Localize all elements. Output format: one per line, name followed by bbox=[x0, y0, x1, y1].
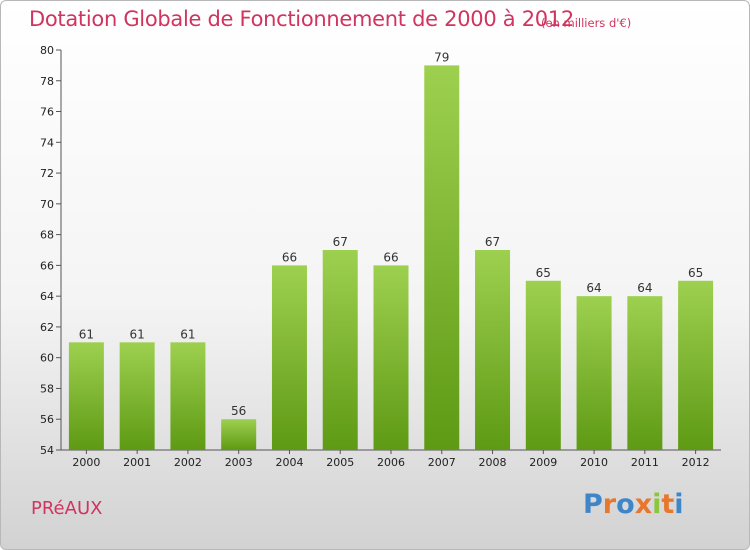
y-tick-label: 62 bbox=[40, 321, 54, 334]
y-tick-label: 74 bbox=[40, 136, 54, 149]
data-label-2012: 65 bbox=[688, 266, 703, 280]
x-tick-label: 2009 bbox=[529, 456, 557, 469]
commune-name: PRéAUX bbox=[31, 498, 103, 519]
bar-2003 bbox=[221, 419, 257, 450]
x-tick-label: 2006 bbox=[377, 456, 405, 469]
logo-letter: r bbox=[602, 489, 617, 520]
bar-2002 bbox=[170, 342, 206, 450]
data-label-2005: 67 bbox=[333, 235, 348, 249]
y-tick-label: 60 bbox=[40, 352, 54, 365]
y-tick-label: 58 bbox=[40, 382, 54, 395]
y-tick-label: 56 bbox=[40, 413, 54, 426]
logo-letter: o bbox=[616, 489, 635, 520]
data-label-2010: 64 bbox=[586, 281, 601, 295]
data-label-2007: 79 bbox=[434, 50, 449, 64]
y-tick-label: 66 bbox=[40, 259, 54, 272]
x-tick-label: 2003 bbox=[225, 456, 253, 469]
data-label-2004: 66 bbox=[282, 250, 297, 264]
y-tick-label: 80 bbox=[40, 44, 54, 57]
value-labels: 61 61 61 56 66 67 66 79 67 65 64 64 65 bbox=[79, 50, 704, 418]
data-label-2006: 66 bbox=[383, 250, 398, 264]
data-label-2009: 65 bbox=[536, 266, 551, 280]
data-label-2000: 61 bbox=[79, 327, 94, 341]
y-tick-label: 64 bbox=[40, 290, 54, 303]
y-tick-label: 70 bbox=[40, 198, 54, 211]
y-axis: 54 56 58 60 62 64 66 68 70 72 74 76 78 80 bbox=[40, 44, 62, 457]
logo-letter: i bbox=[652, 489, 662, 520]
y-tick-label: 54 bbox=[40, 444, 54, 457]
x-tick-label: 2011 bbox=[631, 456, 659, 469]
y-tick-label: 78 bbox=[40, 75, 54, 88]
x-tick-label: 2012 bbox=[682, 456, 710, 469]
bar-2011 bbox=[627, 296, 663, 450]
bar-2000 bbox=[68, 342, 104, 450]
x-tick-label: 2002 bbox=[174, 456, 202, 469]
logo-letter: P bbox=[583, 489, 603, 520]
y-tick-label: 76 bbox=[40, 106, 54, 119]
bar-2008 bbox=[475, 250, 511, 450]
x-tick-label: 2005 bbox=[326, 456, 354, 469]
bar-2004 bbox=[271, 265, 307, 450]
bar-2006 bbox=[373, 265, 409, 450]
x-tick-label: 2004 bbox=[275, 456, 303, 469]
data-label-2001: 61 bbox=[130, 327, 145, 341]
bars bbox=[68, 65, 714, 450]
y-tick-label: 68 bbox=[40, 229, 54, 242]
x-tick-label: 2008 bbox=[479, 456, 507, 469]
bar-2010 bbox=[576, 296, 612, 450]
bar-2007 bbox=[424, 65, 460, 450]
x-tick-label: 2010 bbox=[580, 456, 608, 469]
x-axis: 2000 2001 2002 2003 2004 2005 2006 2007 2008 2009… bbox=[61, 449, 721, 469]
chart-title: Dotation Globale de Fonctionnement de 20… bbox=[29, 7, 574, 31]
data-label-2003: 56 bbox=[231, 404, 246, 418]
x-tick-label: 2007 bbox=[428, 456, 456, 469]
data-label-2002: 61 bbox=[180, 327, 195, 341]
bar-2001 bbox=[119, 342, 155, 450]
data-label-2008: 67 bbox=[485, 235, 500, 249]
bar-2005 bbox=[322, 250, 358, 450]
x-tick-label: 2000 bbox=[72, 456, 100, 469]
x-tick-label: 2001 bbox=[123, 456, 151, 469]
logo-letter: t bbox=[661, 489, 675, 520]
logo-letter: i bbox=[674, 489, 684, 520]
logo-letter: x bbox=[634, 489, 653, 520]
data-label-2011: 64 bbox=[637, 281, 652, 295]
y-tick-label: 72 bbox=[40, 167, 54, 180]
bar-2009 bbox=[525, 280, 561, 450]
proxiti-logo: Proxiti bbox=[583, 489, 684, 520]
bar-2012 bbox=[678, 280, 714, 450]
chart-subtitle: (en milliers d'€) bbox=[541, 16, 632, 30]
